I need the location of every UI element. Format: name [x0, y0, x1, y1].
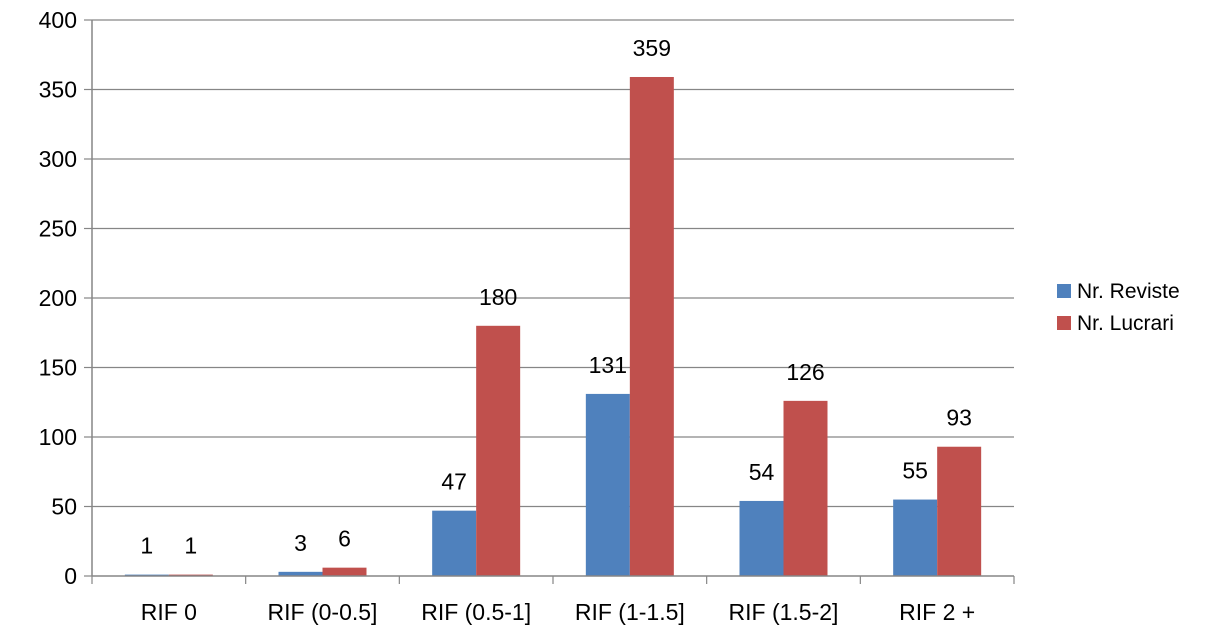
y-axis-ticks: 0 50 100 150 200 250 300 350 400	[39, 7, 92, 589]
legend: Nr. Reviste Nr. Lucrari	[1057, 280, 1180, 335]
x-tick-label-rif-2: RIF 2 +	[899, 599, 975, 625]
data-label-nr-reviste-rif-0: 1	[140, 533, 153, 559]
y-tick-label: 200	[39, 285, 77, 311]
bar-nr-reviste-rif-2	[893, 499, 938, 576]
data-label-nr-lucrari-rif-1-1-5: 359	[633, 35, 671, 61]
y-tick-label: 0	[64, 563, 77, 589]
bar-nr-reviste-rif-1-5-2	[739, 500, 784, 576]
data-label-nr-reviste-rif-1-1-5: 131	[589, 352, 627, 378]
x-axis-ticks: RIF 0 RIF (0-0.5] RIF (0.5-1] RIF (1-1.5] RI…	[91, 576, 1015, 625]
x-tick-label-rif-0-5-1: RIF (0.5-1]	[421, 599, 531, 625]
bar-nr-lucrari-rif-0-5-1	[476, 325, 521, 576]
legend-swatch-nr-lucrari	[1057, 316, 1071, 330]
y-tick-label: 50	[51, 494, 77, 520]
bar-nr-reviste-rif-0-0-5	[278, 571, 323, 576]
data-label-nr-reviste-rif-0-0-5: 3	[294, 530, 307, 556]
legend-swatch-nr-reviste	[1057, 284, 1071, 298]
y-tick-label: 250	[39, 216, 77, 242]
data-label-nr-reviste-rif-1-5-2: 54	[749, 459, 775, 485]
y-tick-label: 150	[39, 355, 77, 381]
bars	[124, 76, 982, 577]
data-labels: 1 3 47 131 54 55 1 6 180 359 126 93	[140, 35, 972, 559]
bar-nr-reviste-rif-1-1-5	[585, 393, 630, 576]
data-label-nr-lucrari-rif-1-5-2: 126	[786, 359, 824, 385]
data-label-nr-reviste-rif-0-5-1: 47	[441, 469, 467, 495]
y-tick-label: 100	[39, 424, 77, 450]
data-label-nr-reviste-rif-2: 55	[902, 458, 928, 484]
bar-nr-lucrari-rif-1-5-2	[783, 400, 828, 576]
legend-label-nr-lucrari: Nr. Lucrari	[1077, 312, 1174, 335]
data-label-nr-lucrari-rif-0-5-1: 180	[479, 284, 517, 310]
data-label-nr-lucrari-rif-0-0-5: 6	[338, 526, 351, 552]
data-label-nr-lucrari-rif-2: 93	[946, 405, 972, 431]
x-tick-label-rif-0: RIF 0	[141, 599, 197, 625]
x-tick-label-rif-1-5-2: RIF (1.5-2]	[729, 599, 839, 625]
x-tick-label-rif-0-0-5: RIF (0-0.5]	[268, 599, 378, 625]
data-label-nr-lucrari-rif-0: 1	[184, 533, 197, 559]
bar-nr-lucrari-rif-1-1-5	[629, 76, 674, 577]
y-tick-label: 400	[39, 7, 77, 33]
bar-nr-lucrari-rif-2	[937, 446, 982, 576]
y-tick-label: 350	[39, 77, 77, 103]
legend-label-nr-reviste: Nr. Reviste	[1077, 280, 1180, 303]
y-tick-label: 300	[39, 146, 77, 172]
bar-nr-reviste-rif-0-5-1	[432, 510, 477, 576]
bar-nr-lucrari-rif-0-0-5	[322, 567, 367, 576]
x-tick-label-rif-1-1-5: RIF (1-1.5]	[575, 599, 685, 625]
gridlines	[92, 19, 1014, 508]
